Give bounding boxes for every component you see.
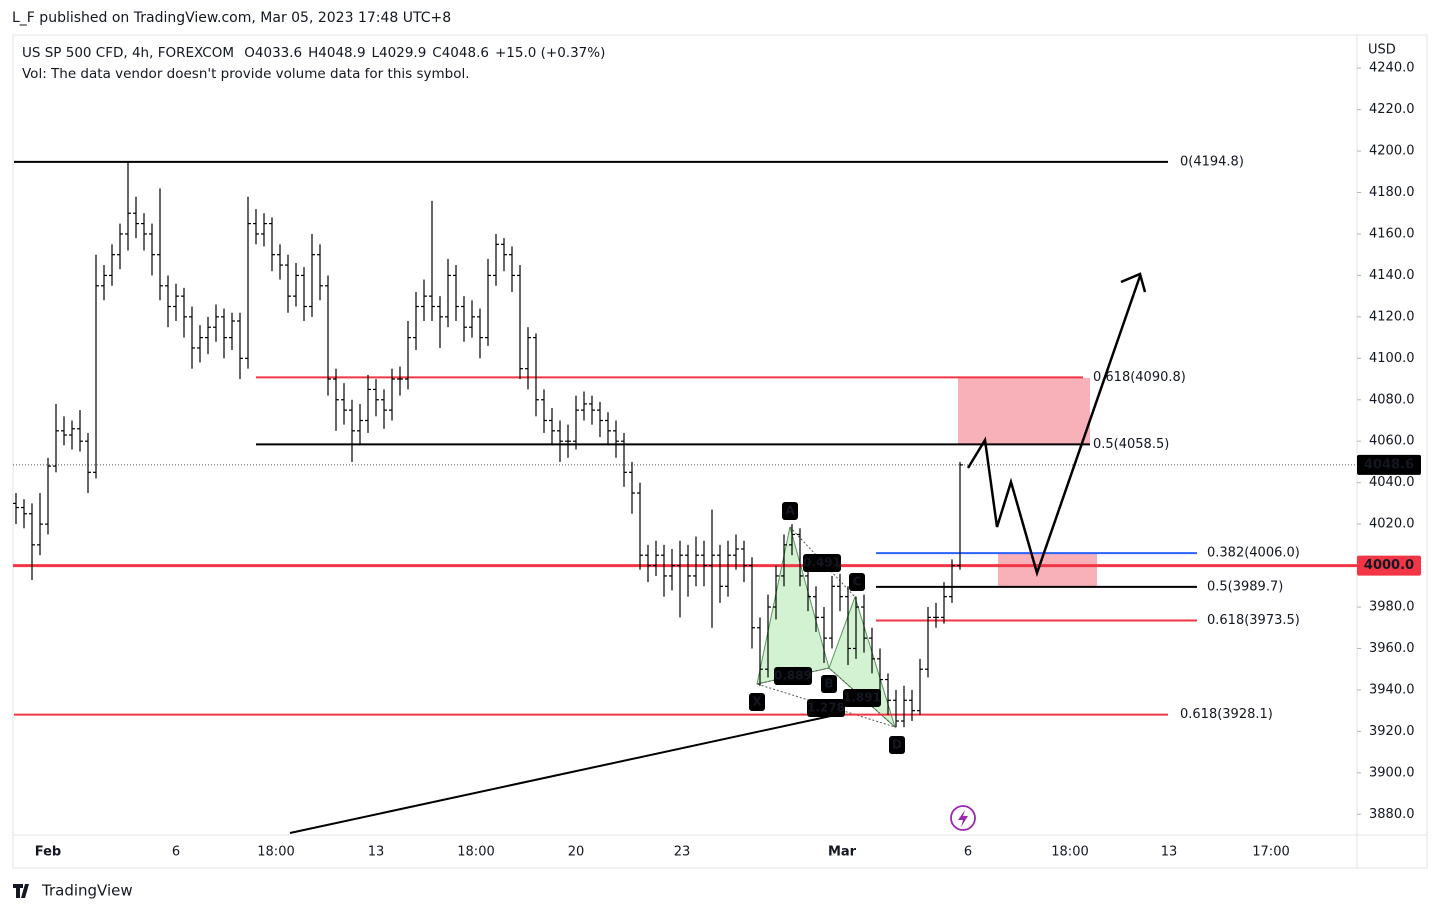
brand: TradingView (13, 882, 133, 900)
price-tag-label: 4048.6 (1364, 457, 1414, 472)
ohlc-legend: O4033.6 H4048.9 L4029.9 C4048.6 +15.0 (+0.37… (238, 45, 605, 61)
x-tick-label: 6 (964, 845, 972, 860)
fib-label: 0.618(4090.8) (1093, 370, 1186, 385)
ratio-box (803, 554, 841, 572)
pattern-point-label: C (853, 575, 862, 589)
brand-name: TradingView (41, 882, 133, 900)
fib-label: 0.5(4058.5) (1093, 437, 1169, 452)
y-tick-label: 4100.0 (1369, 351, 1415, 366)
ratio-box (843, 689, 881, 707)
y-tick-label: 3940.0 (1369, 682, 1415, 697)
fib-label: 0(4194.8) (1180, 154, 1244, 169)
pattern-point-label: D (892, 738, 902, 752)
forecast-arrowhead (1120, 272, 1147, 293)
fib-label: 0.5(3989.7) (1207, 579, 1283, 594)
x-tick-label: 13 (1161, 845, 1178, 860)
pattern-point-label: X (752, 695, 762, 709)
fib-label: 0.382(4006.0) (1207, 546, 1300, 561)
x-tick-label: 18:00 (1051, 845, 1088, 860)
ratio-label: 1.891 (843, 691, 881, 705)
legend-item: O4033.6 (244, 45, 303, 61)
bars (13, 161, 963, 728)
legend-item: L4029.9 (371, 45, 427, 61)
legend-item: +15.0 (+0.37%) (494, 45, 606, 61)
brand-logo (13, 884, 29, 898)
drawings-back: 0(4194.8) 0.618(4090.8) 0.5(4058.5) 0.382(4… (13, 154, 1357, 834)
x-tick-label: 23 (674, 845, 691, 860)
x-tick-label: Mar (828, 845, 857, 860)
trendline (289, 713, 841, 834)
legend-item: H4048.9 (308, 45, 366, 61)
x-tick-label: Feb (35, 845, 61, 860)
symbol: US SP 500 CFD, 4h, FOREXCOM (22, 45, 234, 61)
y-tick-label: 4120.0 (1369, 309, 1415, 324)
y-tick-label: 4200.0 (1369, 144, 1415, 159)
y-tick-label: 3900.0 (1369, 765, 1415, 780)
y-tick-label: 4160.0 (1369, 226, 1415, 241)
ratio-label: 0.491 (803, 556, 841, 570)
price-tag-label: 4000.0 (1364, 558, 1414, 573)
x-tick-label: 18:00 (257, 845, 294, 860)
forecast-path (966, 275, 1142, 578)
x-tick-label: 17:00 (1252, 845, 1289, 860)
pattern-point-box (889, 736, 905, 754)
x-tick-label: 6 (172, 845, 180, 860)
event-bolt (958, 810, 968, 827)
y-tick-label: 3980.0 (1369, 600, 1415, 615)
frame (12, 34, 1428, 869)
ratio-box (807, 699, 845, 717)
fib-label: 0.618(3928.1) (1180, 707, 1273, 722)
y-tick-label: 4040.0 (1369, 475, 1415, 490)
x-tick-label: 20 (568, 845, 585, 860)
y-tick-label: 3920.0 (1369, 724, 1415, 739)
legend-line: US SP 500 CFD, 4h, FOREXCOM O4033.6 H4048… (22, 45, 605, 61)
y-tick-label: 3880.0 (1369, 807, 1415, 822)
y-tick-label: 3960.0 (1369, 641, 1415, 656)
y-tick-label: 4240.0 (1369, 61, 1415, 76)
zone (958, 378, 1090, 444)
y-tick-label: 4180.0 (1369, 185, 1415, 200)
y-tick-label: 4140.0 (1369, 268, 1415, 283)
pattern-point-label: B (824, 677, 833, 691)
y-tick-label: 4020.0 (1369, 517, 1415, 532)
x-tick-label: 18:00 (457, 845, 494, 860)
ratio-box (774, 667, 812, 685)
y-tick-label: 4060.0 (1369, 434, 1415, 449)
price-tag (1357, 555, 1421, 576)
ratio-label: 1.278 (807, 701, 845, 715)
pattern-point-label: A (785, 504, 795, 518)
price-tag (1357, 454, 1421, 475)
currency: USD (1368, 43, 1396, 58)
x-tick-label: 13 (368, 845, 385, 860)
y-tick-label: 4080.0 (1369, 392, 1415, 407)
ratio-label: 0.889 (774, 669, 812, 683)
pattern-point-box (849, 573, 865, 591)
volume-note: Vol: The data vendor doesn't provide vol… (22, 66, 470, 82)
legend-item: C4048.6 (432, 45, 489, 61)
y-tick-label: 4220.0 (1369, 102, 1415, 117)
pattern-point-box (749, 693, 765, 711)
zone (998, 553, 1097, 587)
fib-label: 0.618(3973.5) (1207, 613, 1300, 628)
publisher: L_F published on TradingView.com, Mar 05… (12, 10, 452, 26)
pattern-point-box (782, 502, 798, 520)
pattern-point-box (821, 675, 837, 693)
